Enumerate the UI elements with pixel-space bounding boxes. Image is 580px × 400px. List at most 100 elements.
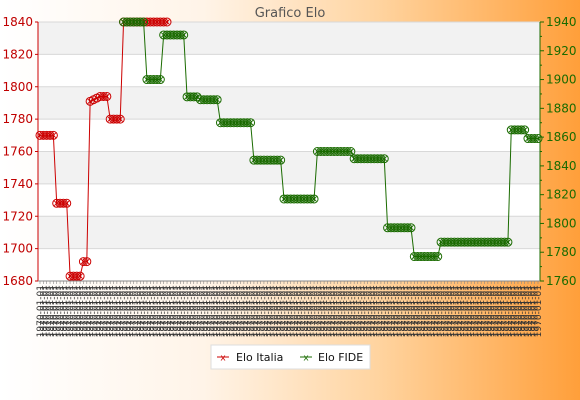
- left-tick-label: 1720: [2, 209, 33, 223]
- data-point-marker: [215, 118, 225, 128]
- data-point-marker: [78, 257, 88, 267]
- x-tick-label: 1970-01-01: [527, 285, 537, 337]
- data-point-cross: [521, 127, 528, 133]
- data-point-marker: [490, 237, 500, 247]
- grid-band: [38, 151, 540, 184]
- data-point-marker: [416, 252, 426, 262]
- x-tick-label: 1970-01-01: [514, 285, 524, 337]
- x-tick-label: 1970-01-01: [434, 285, 444, 337]
- data-point-marker: [112, 114, 122, 124]
- data-point-marker: [45, 130, 55, 140]
- data-point-marker: [122, 17, 132, 27]
- data-point-marker: [195, 95, 205, 105]
- x-tick-label: 1970-01-01: [300, 285, 310, 337]
- right-tick-label: 1840: [546, 159, 577, 173]
- x-tick-label: 1970-01-01: [427, 285, 437, 337]
- x-tick-label: 1970-01-01: [93, 285, 103, 337]
- x-tick-label: 1970-01-01: [257, 285, 267, 337]
- data-point-marker: [155, 75, 165, 85]
- x-tick-label: 1970-01-01: [447, 285, 457, 337]
- legend-label-fide: Elo FIDE: [318, 351, 363, 364]
- right-tick-label: 1760: [546, 274, 577, 288]
- data-point-marker: [363, 154, 373, 164]
- x-tick-label: 1970-01-01: [36, 285, 46, 337]
- x-tick-label: 1970-01-01: [210, 285, 220, 337]
- left-tick-label: 1820: [2, 47, 33, 61]
- data-point-cross: [157, 76, 164, 83]
- right-tick-label: 1940: [546, 15, 577, 29]
- x-tick-label: 1970-01-01: [524, 285, 534, 337]
- x-tick-label: 1970-01-01: [497, 285, 507, 337]
- data-point-marker: [423, 252, 433, 262]
- x-tick-label: 1970-01-01: [357, 285, 367, 337]
- data-point-marker: [48, 130, 58, 140]
- data-point-marker: [35, 130, 45, 140]
- x-tick-label: 1970-01-01: [320, 285, 330, 337]
- data-point-marker: [436, 237, 446, 247]
- x-tick-label: 1970-01-01: [233, 285, 243, 337]
- data-point-cross: [277, 157, 284, 163]
- data-point-marker: [466, 237, 476, 247]
- x-tick-label: 1970-01-01: [347, 285, 357, 337]
- data-point-marker: [38, 130, 48, 140]
- x-tick-label: 1970-01-01: [150, 285, 160, 337]
- x-tick-label: 1970-01-01: [494, 285, 504, 337]
- x-tick-label: 1970-01-01: [86, 285, 96, 337]
- data-point-cross: [408, 225, 414, 231]
- right-tick-label: 1920: [546, 44, 577, 58]
- legend-marker-fide: x: [303, 354, 309, 364]
- data-point-marker: [329, 147, 339, 156]
- x-tick-label: 1970-01-01: [263, 285, 273, 337]
- data-point-cross: [64, 200, 70, 207]
- data-point-marker: [99, 91, 109, 101]
- x-tick-label: 1970-01-01: [317, 285, 327, 337]
- x-tick-label: 1970-01-01: [330, 285, 340, 337]
- data-point-marker: [279, 194, 289, 204]
- left-axis: 1680 1700 1720 1740 1760 1780 1800 1820 1840: [2, 15, 39, 288]
- x-tick-label: 1970-01-01: [384, 285, 394, 337]
- data-point-marker: [473, 237, 483, 247]
- data-point-cross: [247, 120, 254, 126]
- x-tick-label: 1970-01-01: [517, 285, 527, 337]
- x-tick-label: 1970-01-01: [113, 285, 123, 337]
- x-tick-label: 1970-01-01: [79, 285, 89, 337]
- x-tick-label: 1970-01-01: [481, 285, 491, 337]
- x-tick-label: 1970-01-01: [277, 285, 287, 337]
- data-point-marker: [242, 118, 252, 128]
- x-tick-label: 1970-01-01: [450, 285, 460, 337]
- data-point-marker: [249, 155, 259, 165]
- data-point-marker: [205, 95, 215, 105]
- x-tick-label: 1970-01-01: [76, 285, 86, 337]
- left-tick-label: 1680: [2, 274, 33, 288]
- data-point-marker: [68, 271, 78, 281]
- data-point-marker: [182, 92, 192, 102]
- x-tick-label: 1970-01-01: [133, 285, 143, 337]
- data-point-cross: [214, 96, 220, 103]
- x-tick-label: 1970-01-01: [223, 285, 233, 337]
- x-tick-label: 1970-01-01: [237, 285, 247, 337]
- x-tick-label: 1970-01-01: [290, 285, 300, 337]
- data-point-cross: [140, 19, 147, 25]
- data-point-marker: [286, 194, 296, 204]
- data-point-marker: [239, 118, 249, 128]
- x-tick-label: 1970-01-01: [467, 285, 477, 337]
- x-tick-label: 1970-01-01: [404, 285, 414, 337]
- data-point-marker: [376, 154, 386, 164]
- x-tick-label: 1970-01-01: [340, 285, 350, 337]
- data-point-marker: [319, 147, 329, 156]
- x-tick-label: 1970-01-01: [180, 285, 190, 337]
- data-point-marker: [386, 223, 396, 233]
- data-point-marker: [162, 30, 172, 40]
- data-point-marker: [463, 237, 473, 247]
- data-point-marker: [119, 17, 129, 27]
- x-tick-label: 1970-01-01: [196, 285, 206, 337]
- x-tick-label: 1970-01-01: [504, 285, 514, 337]
- data-point-marker: [513, 125, 523, 135]
- x-tick-label: 1970-01-01: [260, 285, 270, 337]
- left-tick-label: 1700: [2, 242, 33, 256]
- data-point-marker: [292, 194, 302, 204]
- x-tick-label: 1970-01-01: [534, 285, 544, 337]
- x-tick-label: 1970-01-01: [216, 285, 226, 337]
- data-point-marker: [419, 252, 429, 262]
- data-point-marker: [105, 114, 115, 124]
